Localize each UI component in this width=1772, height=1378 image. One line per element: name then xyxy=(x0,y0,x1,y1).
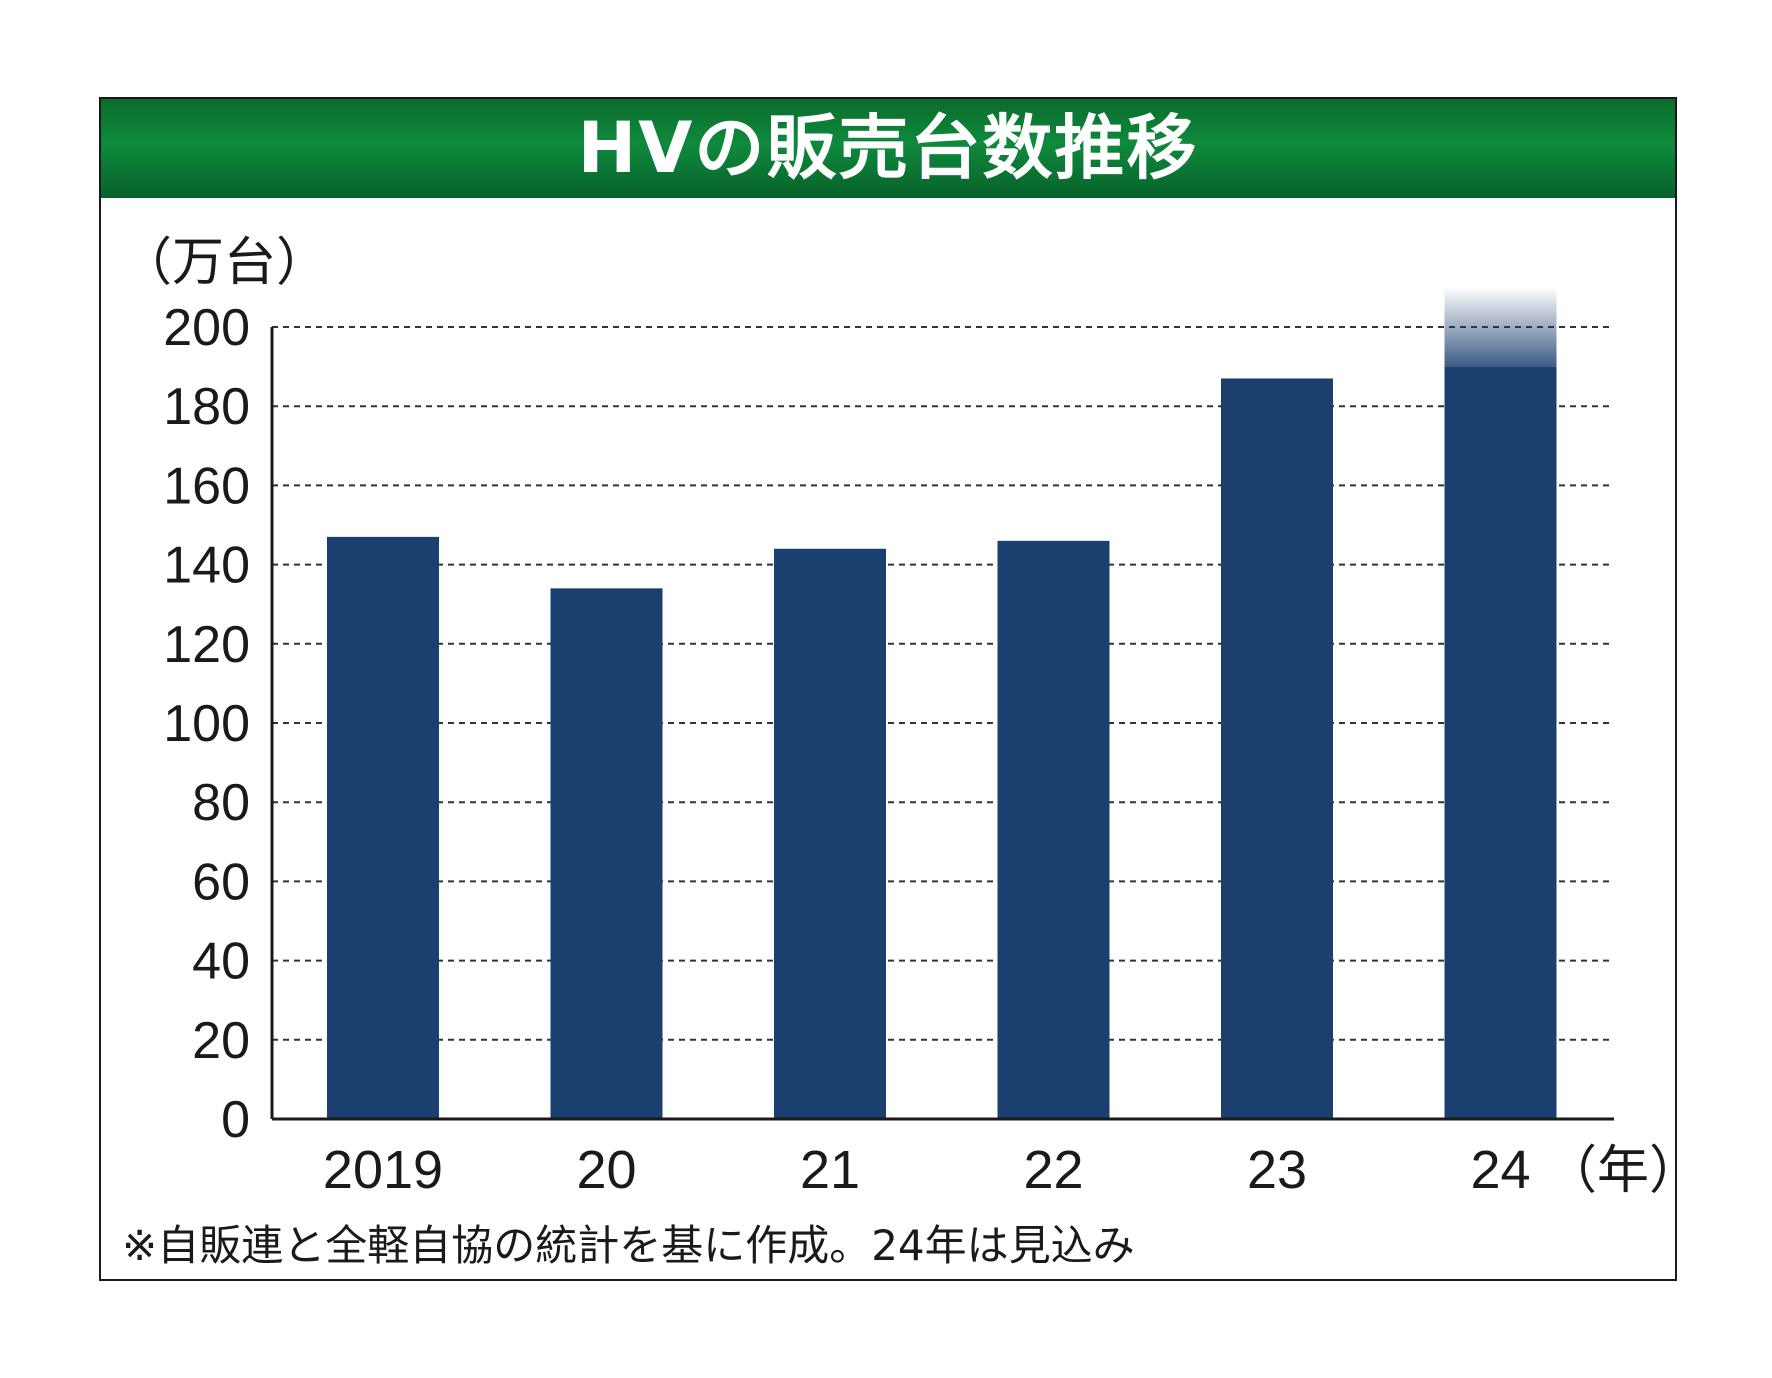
y-tick-label: 200 xyxy=(163,299,250,357)
y-tick-label: 160 xyxy=(163,457,250,515)
x-category-label: 23 xyxy=(1247,1140,1307,1200)
y-tick-label: 140 xyxy=(163,537,250,595)
y-tick-label: 0 xyxy=(221,1091,250,1149)
x-category-label: 22 xyxy=(1023,1140,1083,1200)
y-tick-label: 80 xyxy=(192,774,250,832)
bar xyxy=(1444,366,1557,1120)
y-axis-unit: （万台） xyxy=(120,233,328,293)
y-tick-label: 40 xyxy=(192,933,250,991)
x-axis-unit: （年） xyxy=(1545,1141,1701,1201)
y-tick-label: 100 xyxy=(163,695,250,753)
bar xyxy=(550,588,663,1119)
y-tick-label: 180 xyxy=(163,378,250,436)
bar xyxy=(997,540,1110,1119)
x-category-label: 2019 xyxy=(323,1140,443,1200)
title-bar: HVの販売台数推移 xyxy=(101,99,1675,198)
y-tick-label: 60 xyxy=(192,853,250,911)
x-category-label: 21 xyxy=(800,1140,860,1200)
y-tick-label: 120 xyxy=(163,616,250,674)
source-note: ※自販連と全軽自協の統計を基に作成。24年は見込み xyxy=(122,1221,1135,1270)
bar xyxy=(1221,378,1333,1120)
x-category-label: 24 xyxy=(1470,1140,1530,1200)
bar xyxy=(774,548,886,1119)
chart-title: HVの販売台数推移 xyxy=(577,107,1199,189)
y-tick-label: 20 xyxy=(192,1012,250,1070)
bar-projection xyxy=(1444,287,1557,367)
bar xyxy=(327,536,439,1119)
x-category-label: 20 xyxy=(576,1140,636,1200)
